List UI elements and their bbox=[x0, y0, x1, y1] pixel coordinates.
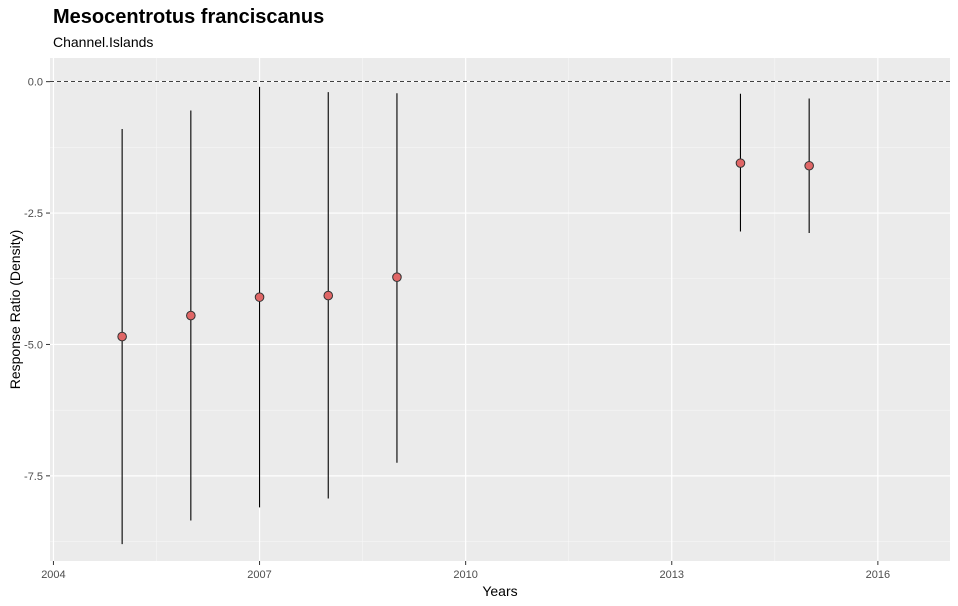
y-tick-label: 0.0 bbox=[28, 77, 43, 89]
x-tick-label: 2013 bbox=[660, 569, 684, 581]
y-axis: 0.0 -2.5 -5.0 -7.5 bbox=[24, 77, 50, 483]
plot-panel bbox=[50, 58, 950, 561]
y-tick-label: -5.0 bbox=[24, 339, 43, 351]
grid-minor bbox=[50, 58, 950, 561]
data-point bbox=[392, 272, 402, 282]
data-points bbox=[117, 158, 814, 342]
y-axis-title: Response Ratio (Density) bbox=[7, 230, 23, 390]
x-tick-label: 2007 bbox=[247, 569, 271, 581]
x-tick-label: 2016 bbox=[866, 569, 890, 581]
x-axis-title: Years bbox=[482, 583, 517, 599]
data-point bbox=[804, 160, 814, 171]
data-point bbox=[323, 290, 334, 301]
data-point bbox=[186, 310, 196, 321]
x-tick-label: 2004 bbox=[41, 569, 65, 581]
data-point bbox=[117, 331, 127, 342]
y-tick-label: -7.5 bbox=[24, 471, 43, 483]
data-point bbox=[735, 158, 746, 168]
y-tick-label: -2.5 bbox=[24, 208, 43, 220]
data-point bbox=[254, 292, 265, 302]
chart-title: Mesocentrotus franciscanus bbox=[53, 6, 325, 28]
chart-subtitle: Channel.Islands bbox=[53, 34, 154, 50]
x-axis: 2004 2007 2010 2013 2016 bbox=[41, 561, 890, 581]
x-tick-label: 2010 bbox=[453, 569, 477, 581]
